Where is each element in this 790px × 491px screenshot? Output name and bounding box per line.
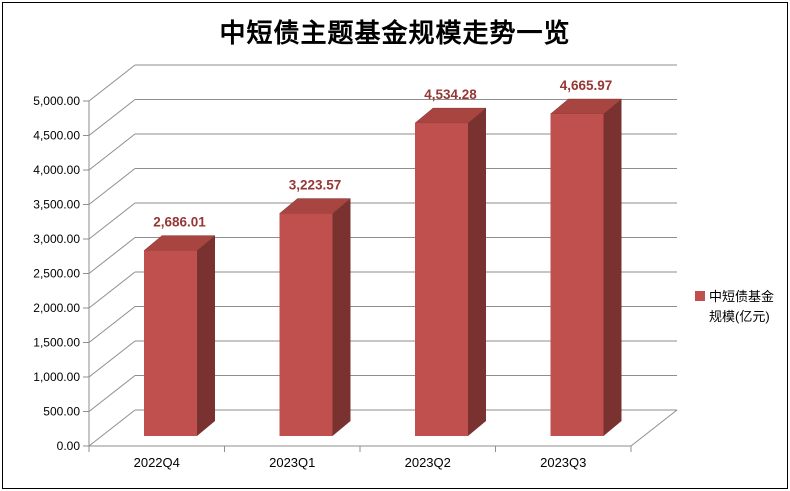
x-axis-label: 2023Q1 <box>269 455 315 470</box>
legend-label-line2: 规模(亿元) <box>709 309 770 324</box>
chart-title: 中短债主题基金规模走势一览 <box>219 19 571 48</box>
y-axis-label: 4,000.00 <box>33 163 80 177</box>
sidewall-gridline <box>88 237 136 274</box>
y-axis-label: 2,000.00 <box>33 301 80 315</box>
bar[interactable] <box>144 250 197 436</box>
legend[interactable]: 中短债基金 规模(亿元) <box>695 287 774 327</box>
legend-label: 中短债基金 规模(亿元) <box>709 287 774 327</box>
sidewall-gridline <box>88 340 136 378</box>
x-axis-label: 2023Q2 <box>405 455 451 470</box>
y-axis-label: 4,500.00 <box>33 129 80 143</box>
y-axis-label: 5,000.00 <box>33 94 80 108</box>
sidewall-gridline <box>88 306 136 343</box>
y-axis-label: 1,000.00 <box>33 370 80 384</box>
sidewall-gridline <box>88 409 136 447</box>
plot-area: 0.00 500.00 1,000.00 1,500.00 2,000.00 2,500.… <box>33 64 678 470</box>
bar-side-face <box>197 235 215 436</box>
sidewall-gridline <box>88 202 136 240</box>
y-axis-label: 500.00 <box>43 405 80 419</box>
bar-side-face <box>332 198 351 436</box>
legend-label-line1: 中短债基金 <box>709 289 775 304</box>
bar-side-face <box>468 108 486 437</box>
bar-side-face <box>603 99 622 437</box>
sidewall-gridline <box>88 99 136 136</box>
sidewall-gridline <box>88 133 136 171</box>
sidewall-gridline <box>88 271 136 309</box>
bar-value-label: 2,686.01 <box>153 215 206 230</box>
bar-value-label: 3,223.57 <box>289 178 342 193</box>
floor-right-edge <box>630 409 678 447</box>
sidewall-gridline <box>88 64 136 102</box>
x-axis-label: 2023Q3 <box>540 455 586 470</box>
legend-marker-icon <box>695 291 705 301</box>
bar[interactable] <box>550 114 604 437</box>
y-axis-label: 3,000.00 <box>33 232 80 246</box>
x-axis-label: 2022Q4 <box>134 455 180 470</box>
bar[interactable] <box>279 213 333 436</box>
y-axis-label: 1,500.00 <box>33 336 80 350</box>
y-axis-label: 3,500.00 <box>33 198 80 212</box>
sidewall-gridline <box>88 168 136 205</box>
sidewall-gridline <box>88 375 136 412</box>
y-axis-label: 2,500.00 <box>33 267 80 281</box>
bar-value-label: 4,665.97 <box>560 78 613 93</box>
bar-value-label: 4,534.28 <box>424 87 477 102</box>
y-axis-label: 0.00 <box>57 439 81 453</box>
bar[interactable] <box>415 123 468 437</box>
